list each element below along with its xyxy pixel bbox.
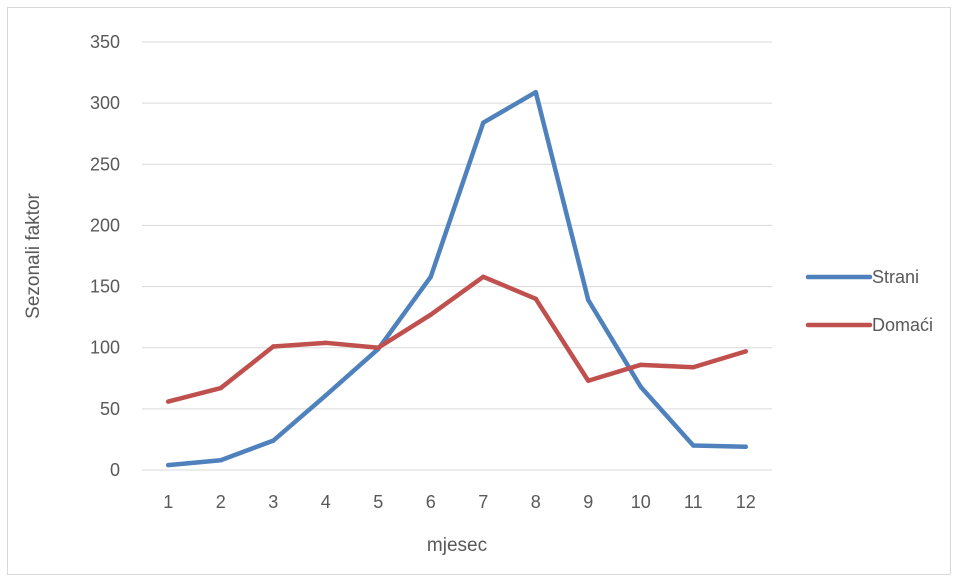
data-point xyxy=(691,365,696,370)
data-point xyxy=(323,340,328,346)
x-tick-label: 8 xyxy=(531,492,541,512)
data-point xyxy=(428,312,433,317)
x-axis-tick-labels: 1 2 3 4 5 6 7 8 9 10 11 12 xyxy=(163,492,756,512)
x-tick-label: 7 xyxy=(478,492,488,512)
y-tick-label: 200 xyxy=(90,215,120,235)
data-point xyxy=(691,443,696,448)
x-tick-label: 1 xyxy=(163,492,173,512)
x-tick-label: 11 xyxy=(684,492,703,512)
legend-label: Strani xyxy=(872,267,919,287)
data-point xyxy=(638,384,643,390)
y-tick-label: 100 xyxy=(90,338,120,358)
data-point xyxy=(743,349,748,354)
y-tick-label: 50 xyxy=(100,399,120,419)
x-tick-label: 4 xyxy=(321,492,331,512)
data-point xyxy=(638,362,643,368)
x-tick-label: 12 xyxy=(736,492,756,512)
y-tick-label: 150 xyxy=(90,277,120,297)
y-axis-tick-labels: 0 50 100 150 200 250 300 350 xyxy=(90,32,120,480)
data-point xyxy=(323,393,328,398)
legend: Strani Domaći xyxy=(805,267,933,335)
data-point xyxy=(533,89,538,95)
gridlines xyxy=(142,41,772,471)
x-axis-title: mjesec xyxy=(427,535,487,556)
data-point xyxy=(166,399,171,404)
series-line-doma-i xyxy=(166,274,748,404)
data-point xyxy=(166,462,171,468)
data-point xyxy=(481,274,486,279)
x-tick-label: 6 xyxy=(426,492,436,512)
x-tick-label: 10 xyxy=(631,492,651,512)
data-point xyxy=(218,458,223,463)
data-point xyxy=(533,296,538,301)
data-point xyxy=(586,297,591,303)
series-lines xyxy=(166,89,748,468)
x-tick-label: 5 xyxy=(373,492,383,512)
data-point xyxy=(481,120,486,125)
data-point xyxy=(743,444,748,449)
data-point xyxy=(271,344,276,349)
y-tick-label: 0 xyxy=(110,460,120,480)
y-tick-label: 350 xyxy=(90,32,120,52)
y-tick-label: 300 xyxy=(90,93,120,113)
data-point xyxy=(428,274,433,279)
x-tick-label: 9 xyxy=(583,492,593,512)
y-axis-title: Sezonali faktor xyxy=(23,192,44,318)
data-point xyxy=(376,345,381,350)
data-point xyxy=(586,378,591,383)
y-tick-label: 250 xyxy=(90,154,120,174)
data-point xyxy=(271,438,276,443)
legend-label: Domaći xyxy=(872,315,933,335)
x-tick-label: 3 xyxy=(268,492,278,512)
series-line-strani xyxy=(166,89,748,468)
data-point xyxy=(218,385,223,391)
x-tick-label: 2 xyxy=(216,492,226,512)
chart-area xyxy=(7,7,951,575)
